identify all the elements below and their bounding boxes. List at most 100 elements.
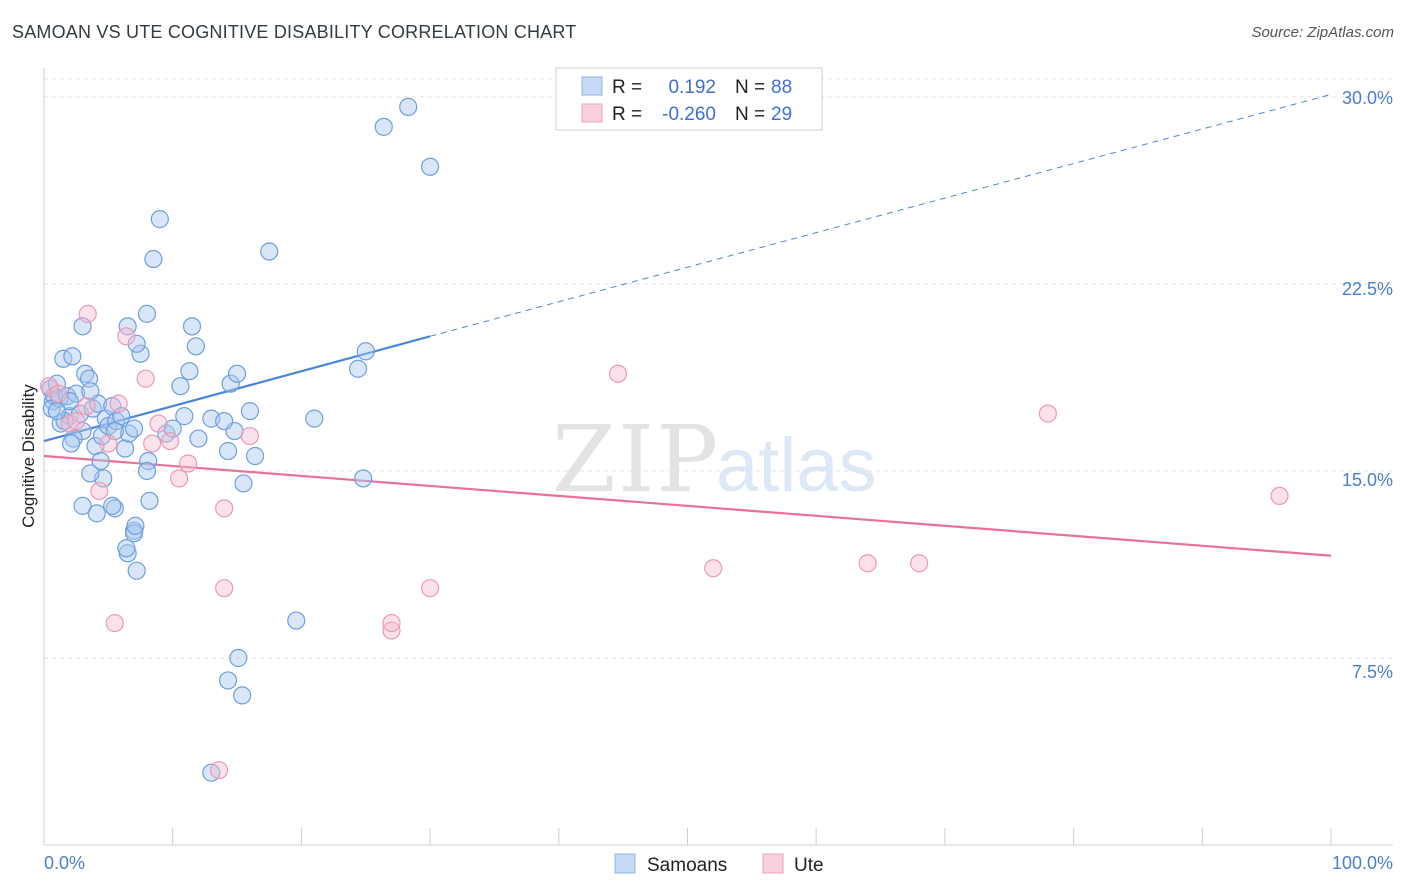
point-samoans [221,374,240,393]
point-samoans [233,686,252,705]
point-samoans [87,504,106,523]
point-samoans [182,317,202,336]
point-ute [90,481,109,501]
point-samoans [218,671,238,690]
point-samoans [180,362,199,381]
point-ute [136,369,155,388]
point-samoans [140,491,159,510]
y-tick-label-7-5: 7.5% [1352,662,1393,682]
point-samoans [73,496,92,515]
y-tick-label-15: 15.0% [1342,470,1393,490]
data-points [40,97,1289,782]
point-samoans [421,157,440,176]
legend-n-ute: 29 [771,104,792,125]
y-axis-label: Cognitive Disability [19,384,38,528]
point-samoans [81,464,100,483]
watermark-atlas: atlas [716,423,877,508]
point-ute [149,414,168,433]
point-samoans [64,429,83,448]
point-ute [704,559,723,578]
point-ute [421,579,440,598]
point-samoans [105,499,124,518]
point-ute [209,761,229,780]
legend-swatch-samoans [581,76,603,96]
source-label: Source: ZipAtlas.com [1251,24,1394,41]
legend-r-label-ute: R = [612,104,642,125]
bottom-legend-label-samoans: Samoans [647,855,727,876]
legend-r-label-samoans: R = [612,77,642,98]
series-legend: Samoans Ute [614,853,824,876]
point-ute [170,469,189,488]
point-samoans [348,359,368,378]
point-samoans [131,344,150,363]
point-ute [1038,404,1057,423]
legend-n-label-samoans: N = [735,77,765,98]
trend-line-ute [43,454,1332,557]
point-samoans [234,474,253,493]
point-samoans [127,334,146,353]
legend-r-ute: -0.260 [662,104,716,125]
point-samoans [374,117,393,136]
correlation-legend: R = 0.192 N = 88 R = -0.260 N = 29 [555,67,823,131]
point-samoans [227,364,247,383]
point-ute [215,579,234,598]
point-samoans [67,384,86,403]
point-samoans [175,407,194,426]
legend-r-samoans: 0.192 [668,77,716,98]
point-samoans [91,451,110,471]
point-samoans [150,210,169,229]
point-ute [179,454,198,473]
watermark-zip: ZIP [552,406,720,513]
x-tick-label-max: 100.0% [1332,853,1393,873]
bottom-legend-swatch-samoans [614,853,636,874]
point-ute [910,554,929,573]
point-samoans [126,516,145,535]
point-samoans [124,524,144,543]
point-samoans [103,496,122,515]
point-samoans [63,347,82,366]
point-ute [105,613,124,633]
point-samoans [399,97,418,117]
point-ute [67,411,86,431]
legend-swatch-ute [581,103,603,123]
point-samoans [61,434,81,453]
point-samoans [171,377,190,396]
point-ute [161,431,180,451]
point-samoans [81,382,100,401]
point-samoans [260,242,279,261]
point-ute [240,426,260,446]
trend-line-samoans-extension [429,93,1332,337]
point-samoans [189,429,208,448]
point-samoans [186,337,205,356]
point-samoans [137,461,157,481]
point-samoans [47,402,66,421]
chart-title: SAMOAN VS UTE COGNITIVE DISABILITY CORRE… [12,22,577,42]
point-samoans [240,402,260,421]
legend-n-samoans: 88 [771,77,792,98]
point-samoans [356,342,375,361]
point-ute [382,621,401,640]
point-ute [109,394,128,413]
point-ute [77,397,96,416]
point-samoans [124,419,144,438]
point-samoans [117,539,136,558]
point-ute [382,613,401,633]
point-ute [117,327,136,346]
point-ute [99,434,118,453]
point-samoans [215,411,234,431]
point-ute [215,499,234,518]
point-ute [49,384,68,403]
point-samoans [137,304,157,323]
point-samoans [229,648,248,668]
point-ute [78,304,97,323]
point-samoans [354,469,373,488]
point-samoans [127,561,146,580]
y-tick-label-22-5: 22.5% [1342,279,1393,299]
point-samoans [305,409,324,428]
point-samoans [245,446,265,466]
point-samoans [144,249,163,269]
x-tick-label-min: 0.0% [44,853,85,873]
bottom-legend-label-ute: Ute [794,855,824,876]
y-tick-label-30: 30.0% [1342,88,1393,108]
